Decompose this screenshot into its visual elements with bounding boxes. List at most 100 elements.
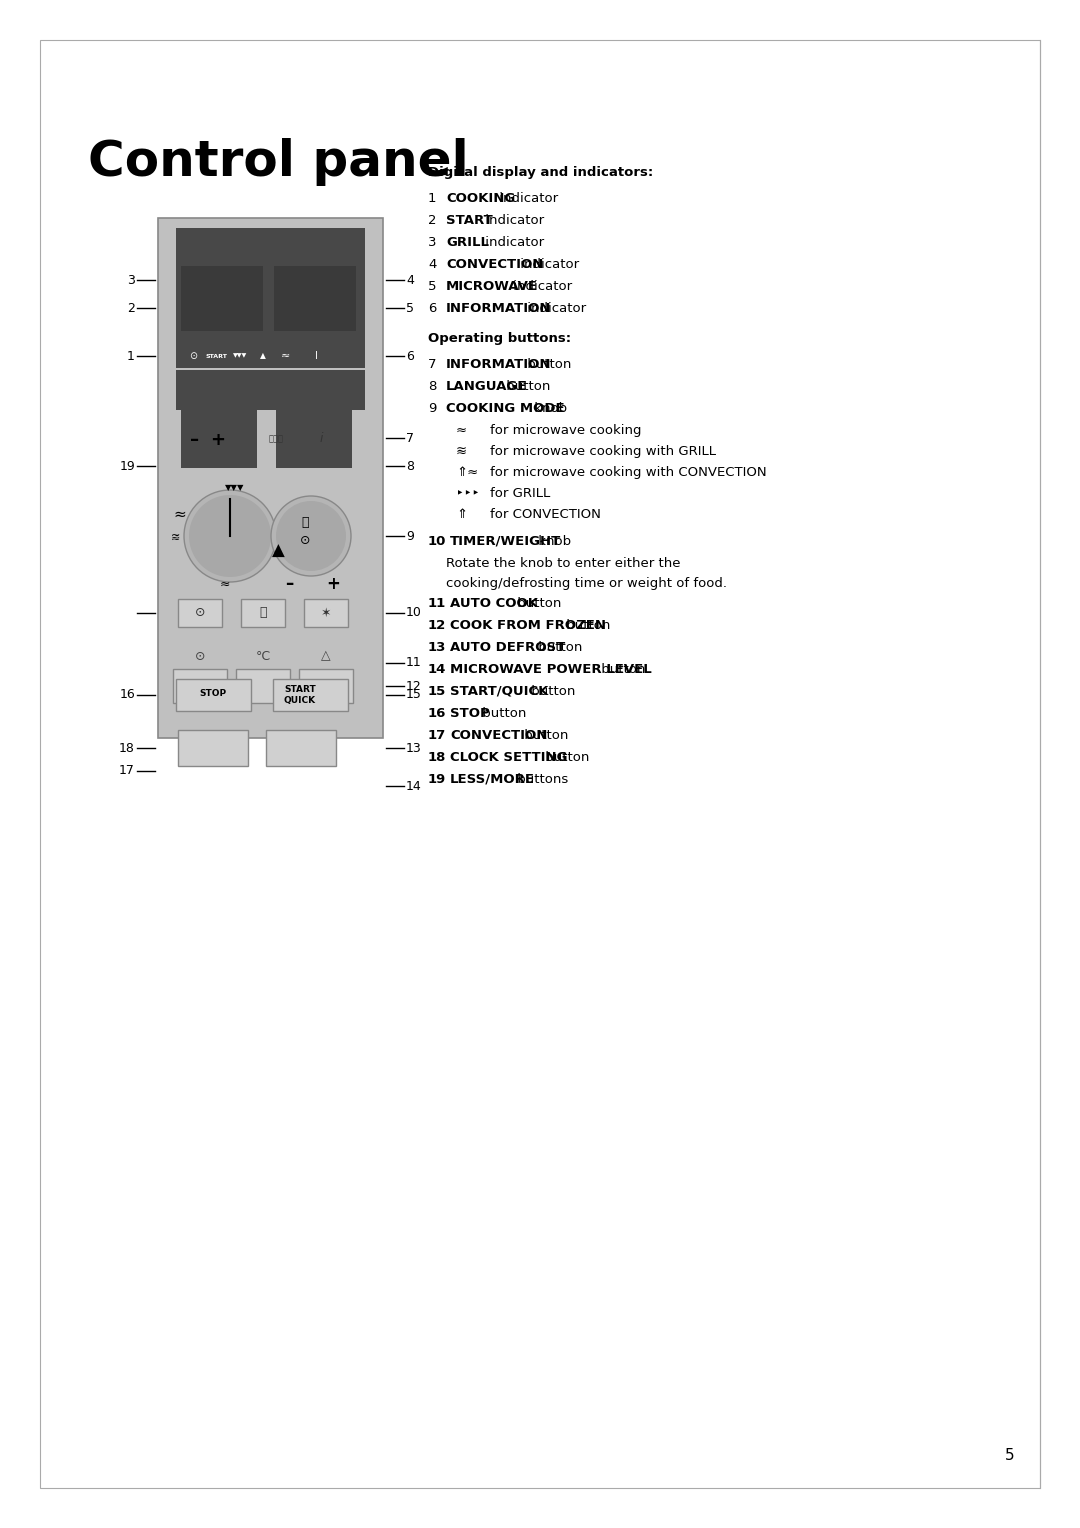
Text: ⇑: ⇑ xyxy=(456,507,468,521)
Text: 5: 5 xyxy=(406,301,414,315)
Text: 11: 11 xyxy=(428,597,446,610)
Bar xyxy=(273,678,348,711)
Text: START: START xyxy=(446,214,492,228)
Text: button: button xyxy=(534,642,582,654)
Text: 12: 12 xyxy=(428,619,446,633)
Text: 2: 2 xyxy=(428,214,436,228)
Text: 6: 6 xyxy=(428,303,436,315)
Text: ≈: ≈ xyxy=(219,578,230,590)
Text: 17: 17 xyxy=(428,729,446,743)
Text: 9: 9 xyxy=(406,530,414,542)
Text: 10: 10 xyxy=(406,607,422,619)
Text: 13: 13 xyxy=(428,642,446,654)
Text: TIMER/WEIGHT: TIMER/WEIGHT xyxy=(450,535,562,549)
Text: ▼▼▼: ▼▼▼ xyxy=(226,483,245,492)
Circle shape xyxy=(184,490,276,582)
Text: indicator: indicator xyxy=(495,193,558,205)
Text: START/QUICK: START/QUICK xyxy=(450,685,549,698)
Text: 8: 8 xyxy=(406,460,414,472)
Bar xyxy=(274,266,356,332)
Text: 13: 13 xyxy=(406,741,422,755)
Text: 16: 16 xyxy=(119,689,135,701)
Text: 1: 1 xyxy=(428,193,436,205)
Text: 9: 9 xyxy=(428,402,436,416)
Text: CONVECTION: CONVECTION xyxy=(446,258,543,270)
Text: ✶: ✶ xyxy=(321,607,332,619)
Bar xyxy=(178,730,248,766)
Text: for microwave cooking with CONVECTION: for microwave cooking with CONVECTION xyxy=(490,466,767,478)
Text: ≈: ≈ xyxy=(456,423,468,437)
Text: indicator: indicator xyxy=(523,303,586,315)
Text: ≈: ≈ xyxy=(281,351,291,361)
Text: COOKING MODE: COOKING MODE xyxy=(446,402,565,416)
Text: button: button xyxy=(502,380,551,393)
Text: 6: 6 xyxy=(406,350,414,362)
Text: button: button xyxy=(597,663,646,675)
Bar xyxy=(176,370,365,410)
Bar xyxy=(276,410,352,468)
Bar xyxy=(173,669,227,703)
Bar xyxy=(266,730,336,766)
Text: 17: 17 xyxy=(119,764,135,778)
Text: 15: 15 xyxy=(428,685,446,698)
Text: Digital display and indicators:: Digital display and indicators: xyxy=(428,167,653,179)
Text: ⧖: ⧖ xyxy=(259,607,267,619)
Text: ⇑≈: ⇑≈ xyxy=(456,466,478,478)
Text: buttons: buttons xyxy=(513,773,568,785)
Text: for microwave cooking: for microwave cooking xyxy=(490,423,642,437)
Text: 18: 18 xyxy=(428,750,446,764)
Text: 5: 5 xyxy=(1005,1449,1015,1464)
Text: button: button xyxy=(562,619,610,633)
Text: CONVECTION: CONVECTION xyxy=(450,729,548,743)
Text: 3: 3 xyxy=(127,274,135,287)
Text: I: I xyxy=(314,351,318,361)
Bar xyxy=(176,678,251,711)
Bar xyxy=(176,228,365,342)
Text: GRILL: GRILL xyxy=(446,235,489,249)
Text: button: button xyxy=(541,750,590,764)
Text: indicator: indicator xyxy=(481,214,544,228)
Circle shape xyxy=(276,501,346,571)
Text: ⦸⦸⦸: ⦸⦸⦸ xyxy=(269,434,283,443)
Text: 16: 16 xyxy=(428,707,446,720)
Text: 1: 1 xyxy=(127,350,135,362)
Text: MICROWAVE: MICROWAVE xyxy=(446,280,538,293)
Text: COOK FROM FROZEN: COOK FROM FROZEN xyxy=(450,619,606,633)
Text: ⊙: ⊙ xyxy=(194,649,205,663)
Text: 4: 4 xyxy=(428,258,436,270)
Text: 11: 11 xyxy=(406,657,422,669)
Text: °C: °C xyxy=(256,649,271,663)
Text: LANGUAGE: LANGUAGE xyxy=(446,380,527,393)
Text: +: + xyxy=(211,431,226,449)
Text: 8: 8 xyxy=(428,380,436,393)
Text: button: button xyxy=(527,685,576,698)
Text: ⊙: ⊙ xyxy=(300,535,310,547)
Text: ⊙: ⊙ xyxy=(189,351,197,361)
Text: STOP: STOP xyxy=(200,689,227,697)
Text: 10: 10 xyxy=(428,535,446,549)
Text: 7: 7 xyxy=(428,358,436,371)
Text: AUTO COOK: AUTO COOK xyxy=(450,597,538,610)
Bar xyxy=(176,342,365,368)
Bar xyxy=(158,219,383,738)
Text: ⊙: ⊙ xyxy=(194,607,205,619)
Text: for microwave cooking with GRILL: for microwave cooking with GRILL xyxy=(490,445,716,458)
Text: Rotate the knob to enter either the: Rotate the knob to enter either the xyxy=(446,558,680,570)
Text: button: button xyxy=(519,729,568,743)
Text: 7: 7 xyxy=(406,431,414,445)
Text: △: △ xyxy=(321,649,330,663)
Text: knob: knob xyxy=(534,535,571,549)
Text: CLOCK SETTING: CLOCK SETTING xyxy=(450,750,567,764)
Bar xyxy=(237,669,291,703)
Text: AUTO DEFROST: AUTO DEFROST xyxy=(450,642,565,654)
Text: 14: 14 xyxy=(406,779,422,793)
Text: Control panel: Control panel xyxy=(87,138,469,186)
Text: button: button xyxy=(523,358,571,371)
Text: Operating buttons:: Operating buttons: xyxy=(428,332,571,345)
Text: LESS/MORE: LESS/MORE xyxy=(450,773,535,785)
Text: for CONVECTION: for CONVECTION xyxy=(490,507,600,521)
Text: –: – xyxy=(190,431,200,449)
Text: MICROWAVE POWER LEVEL: MICROWAVE POWER LEVEL xyxy=(450,663,651,675)
Text: ≈: ≈ xyxy=(174,506,187,521)
Text: button: button xyxy=(478,707,526,720)
